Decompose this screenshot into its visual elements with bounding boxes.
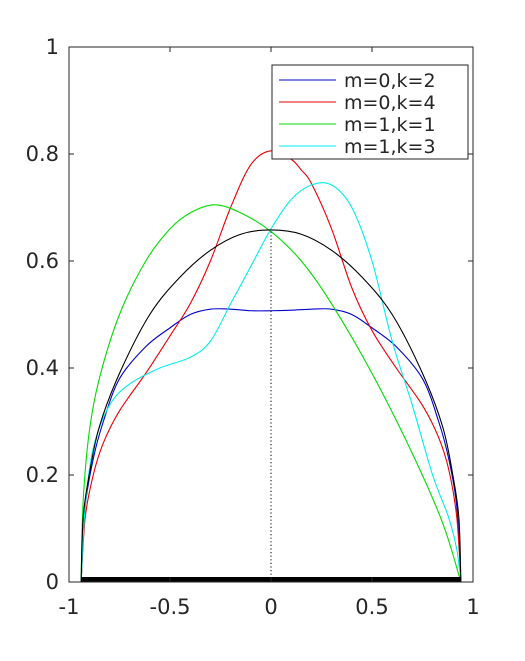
- y-tick-label: 0.6: [26, 249, 59, 273]
- x-tick-label: 1: [466, 595, 479, 619]
- legend-box: [271, 64, 469, 160]
- series-line-reference-curve: [80, 229, 462, 583]
- y-tick-label: 0.2: [26, 463, 59, 487]
- series-line-m0-k2: [80, 308, 462, 583]
- y-tick-label: 0.8: [26, 142, 59, 166]
- x-tick-label: 0.5: [355, 595, 388, 619]
- y-tick-label: 1: [46, 35, 59, 59]
- series-line-m1-k3: [80, 182, 462, 583]
- x-tick-label: -1: [59, 595, 80, 619]
- y-tick-label: 0: [46, 570, 59, 594]
- legend: m=0,k=2m=0,k=4m=1,k=1m=1,k=3: [271, 64, 469, 160]
- series-line-m1-k1: [80, 204, 462, 583]
- legend-label: m=0,k=4: [344, 92, 436, 114]
- x-tick-label: 0: [264, 595, 277, 619]
- y-tick-label: 0.4: [26, 356, 59, 380]
- legend-label: m=1,k=3: [344, 136, 436, 158]
- x-tick-label: -0.5: [150, 595, 191, 619]
- legend-label: m=1,k=1: [344, 114, 436, 136]
- legend-label: m=0,k=2: [344, 70, 436, 92]
- axis-layer: -1 -0.5 0 0.5 1 0 0.2 0.4 0.6 0.8 1: [26, 35, 480, 619]
